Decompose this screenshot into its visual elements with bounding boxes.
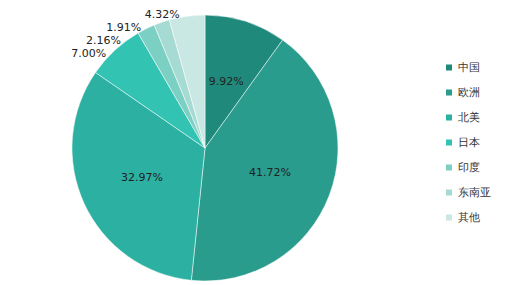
svg-text:欧洲: 欧洲 [458, 86, 480, 99]
svg-text:印度: 印度 [458, 161, 480, 174]
svg-text:4.32%: 4.32% [145, 8, 180, 21]
svg-text:日本: 日本 [458, 136, 480, 149]
svg-text:2.16%: 2.16% [86, 34, 121, 47]
svg-text:北美: 北美 [458, 111, 480, 124]
svg-text:东南亚: 东南亚 [458, 186, 491, 199]
svg-text:41.72%: 41.72% [249, 166, 291, 179]
svg-text:7.00%: 7.00% [71, 47, 106, 60]
svg-text:中国: 中国 [458, 61, 480, 74]
svg-text:9.92%: 9.92% [209, 75, 244, 88]
svg-text:1.91%: 1.91% [106, 21, 141, 34]
svg-text:32.97%: 32.97% [121, 171, 163, 184]
svg-text:其他: 其他 [458, 211, 480, 224]
